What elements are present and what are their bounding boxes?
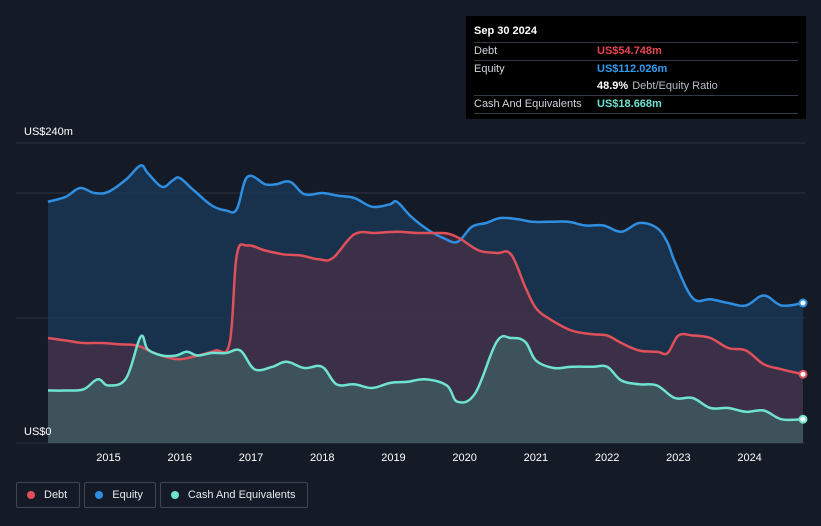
legend-label-debt: Debt [44, 489, 68, 501]
cash-line [47, 334, 804, 422]
debt-end-point [798, 369, 808, 379]
tooltip-equity-row: Equity US$112.026m [474, 60, 798, 78]
legend-item-cash[interactable]: Cash And Equivalents [159, 482, 309, 508]
debt-dot-icon [27, 491, 35, 499]
x-tick-label-2023: 2023 [666, 452, 690, 464]
x-tick-label-2021: 2021 [524, 452, 548, 464]
series-areas [48, 165, 803, 443]
legend-item-debt[interactable]: Debt [16, 482, 81, 508]
tooltip-debt-value: US$54.748m [597, 45, 662, 57]
series-lines [47, 164, 804, 422]
cash-end-point [798, 414, 808, 424]
equity-dot-icon [95, 491, 104, 499]
tooltip-cash-value: US$18.668m [597, 98, 662, 110]
cash-area [48, 335, 803, 443]
legend: Debt Equity Cash And Equivalents [16, 482, 309, 508]
tooltip-cash-label: Cash And Equivalents [474, 98, 582, 110]
tooltip-cash-row: Cash And Equivalents US$18.668m [474, 95, 798, 114]
tooltip: Sep 30 2024 Debt US$54.748m Equity US$11… [466, 16, 806, 119]
legend-label-cash: Cash And Equivalents [187, 489, 296, 501]
end-markers [798, 298, 808, 424]
x-tick-label-2022: 2022 [595, 452, 619, 464]
legend-label-equity: Equity [112, 489, 143, 501]
x-tick-label-2020: 2020 [452, 452, 476, 464]
x-axis: 2015 2016 2017 2018 2019 2020 2021 2022 2023 2024 [96, 452, 762, 464]
tooltip-debt-row: Debt US$54.748m [474, 42, 798, 60]
equity-line [47, 164, 804, 308]
x-tick-label-2016: 2016 [168, 452, 192, 464]
tooltip-ratio-value: 48.9% [597, 80, 629, 92]
debt-line [47, 230, 804, 376]
tooltip-equity-label: Equity [474, 63, 505, 75]
equity-end-point [798, 298, 808, 308]
tooltip-debt-label: Debt [474, 45, 498, 57]
x-tick-label-2018: 2018 [310, 452, 334, 464]
legend-item-equity[interactable]: Equity [84, 482, 156, 508]
tooltip-date: Sep 30 2024 [474, 25, 537, 37]
tooltip-ratio-label: Debt/Equity Ratio [632, 80, 718, 92]
y-tick-label-240: US$240m [24, 126, 73, 138]
x-tick-label-2019: 2019 [381, 452, 405, 464]
tooltip-ratio-row: 48.9% Debt/Equity Ratio [474, 78, 798, 95]
y-tick-label-0: US$0 [24, 426, 52, 438]
x-tick-label-2015: 2015 [96, 452, 120, 464]
y-axis: US$0 US$240m [24, 126, 73, 438]
x-tick-label-2024: 2024 [737, 452, 761, 464]
tooltip-equity-value: US$112.026m [597, 63, 668, 75]
cash-dot-icon [170, 491, 179, 499]
x-tick-label-2017: 2017 [239, 452, 263, 464]
